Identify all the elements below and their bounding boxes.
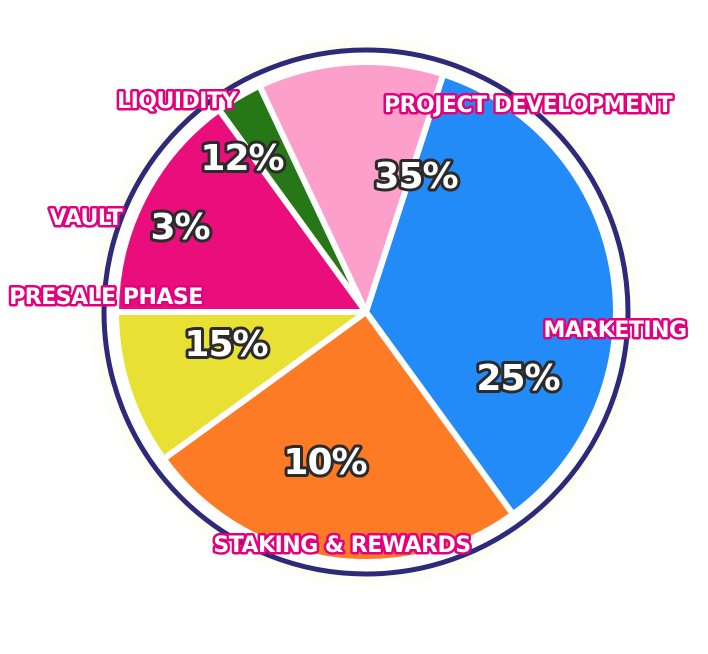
category-label-marketing: MARKETING: [543, 318, 686, 343]
value-label-marketing: 25%: [476, 358, 559, 399]
pie-slice-marketing: [160, 309, 516, 565]
category-label-project-development: PROJECT DEVELOPMENT: [384, 93, 673, 118]
category-label-liquidity: LIQUIDITY: [117, 89, 238, 114]
category-label-presale-phase: PRESALE PHASE: [9, 285, 203, 310]
value-label-liquidity: 12%: [200, 138, 283, 179]
pie-slice-liquidity: [256, 59, 447, 315]
pie-labels: 35% PROJECT DEVELOPMENT 25% MARKETING 10% STA…: [7, 87, 690, 561]
value-label-project-development: 35%: [374, 156, 457, 197]
category-label-vault: VAULT: [50, 206, 123, 231]
pie-slice-staking-rewards: [113, 309, 369, 462]
value-label-staking-rewards: 10%: [283, 442, 366, 483]
category-label-staking-rewards: STAKING & REWARDS: [213, 533, 470, 558]
value-label-presale-phase: 15%: [184, 324, 267, 365]
pie-slice-presale-phase: [113, 106, 369, 315]
pie-slices: [113, 59, 619, 565]
pie-slice-project-development: [363, 71, 619, 518]
value-label-vault: 3%: [150, 207, 209, 248]
